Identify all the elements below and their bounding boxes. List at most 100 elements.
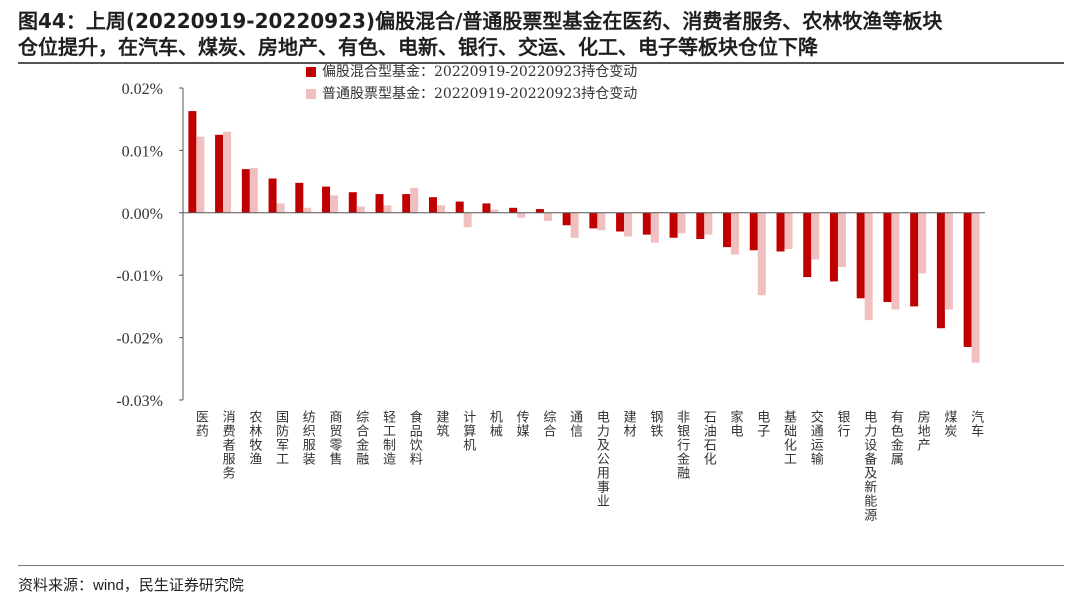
bar-stock-fund-10 bbox=[436, 205, 445, 213]
bar-stock-fund-14 bbox=[543, 212, 552, 221]
top-divider bbox=[18, 62, 1064, 64]
category-label: 房地产 bbox=[915, 409, 931, 452]
y-tick-label: -0.01% bbox=[116, 268, 163, 285]
category-label: 农林牧渔 bbox=[246, 410, 261, 466]
bar-mixed-fund-12 bbox=[482, 203, 491, 213]
bar-stock-fund-20 bbox=[704, 212, 713, 235]
bar-mixed-fund-4 bbox=[268, 178, 277, 213]
category-label: 纺织服装 bbox=[300, 410, 316, 466]
bar-mixed-fund-21 bbox=[723, 212, 732, 248]
category-label: 计算机 bbox=[460, 410, 476, 452]
bar-stock-fund-18 bbox=[650, 212, 659, 243]
bar-mixed-fund-1 bbox=[188, 111, 197, 213]
bar-stock-fund-30 bbox=[971, 212, 980, 363]
category-label: 石油石化 bbox=[701, 410, 717, 466]
bar-mixed-fund-20 bbox=[696, 212, 705, 240]
bar-mixed-fund-19 bbox=[669, 212, 678, 238]
y-tick-label: -0.03% bbox=[116, 393, 163, 410]
category-label: 综合 bbox=[540, 410, 556, 438]
category-label: 银行 bbox=[834, 410, 850, 438]
bar-mixed-fund-18 bbox=[642, 212, 651, 235]
bar-mixed-fund-14 bbox=[535, 209, 544, 213]
bar-stock-fund-16 bbox=[597, 212, 606, 231]
title-line-1: 图44：上周(20220919-20220923)偏股混合/普通股票型基金在医药… bbox=[18, 9, 943, 33]
bar-stock-fund-24 bbox=[811, 212, 820, 260]
bar-stock-fund-1 bbox=[196, 136, 205, 213]
category-label: 商贸零售 bbox=[327, 410, 343, 466]
bar-stock-fund-5 bbox=[303, 207, 312, 213]
bar-mixed-fund-8 bbox=[375, 194, 384, 213]
category-label: 国防军工 bbox=[273, 410, 289, 466]
category-label: 医药 bbox=[193, 410, 209, 438]
bar-mixed-fund-11 bbox=[455, 201, 464, 213]
bar-stock-fund-21 bbox=[731, 212, 740, 255]
bar-mixed-fund-27 bbox=[883, 212, 892, 303]
bar-stock-fund-28 bbox=[918, 212, 927, 274]
y-tick-label: 0.01% bbox=[122, 143, 163, 160]
bar-mixed-fund-24 bbox=[803, 212, 812, 278]
category-label: 煤炭 bbox=[941, 410, 957, 438]
category-label: 机械 bbox=[487, 410, 503, 438]
bar-mixed-fund-30 bbox=[963, 212, 972, 347]
bar-mixed-fund-6 bbox=[322, 186, 331, 213]
bar-mixed-fund-22 bbox=[749, 212, 758, 251]
bar-mixed-fund-26 bbox=[856, 212, 865, 299]
bar-mixed-fund-17 bbox=[616, 212, 625, 232]
category-label: 有色金属 bbox=[888, 410, 904, 466]
bar-mixed-fund-13 bbox=[509, 207, 518, 213]
category-label: 电力及公用事业 bbox=[594, 410, 610, 508]
bar-stock-fund-6 bbox=[330, 195, 339, 213]
category-label: 交通运输 bbox=[808, 409, 824, 466]
bar-stock-fund-13 bbox=[517, 212, 526, 218]
category-label: 消费者服务 bbox=[220, 410, 236, 480]
title-line-2: 仓位提升，在汽车、煤炭、房地产、有色、电新、银行、交运、化工、电子等板块仓位下降 bbox=[18, 35, 818, 59]
bar-mixed-fund-29 bbox=[936, 212, 945, 329]
bar-mixed-fund-15 bbox=[562, 212, 571, 226]
legend-label-1: 偏股混合型基金：20220919-20220923持仓变动 bbox=[322, 63, 637, 80]
bar-stock-fund-23 bbox=[784, 212, 793, 249]
legend-label-2: 普通股票型基金：20220919-20220923持仓变动 bbox=[322, 85, 637, 102]
bar-stock-fund-27 bbox=[891, 212, 900, 310]
bar-mixed-fund-10 bbox=[428, 197, 437, 213]
category-label: 家电 bbox=[728, 409, 744, 438]
category-label: 电子 bbox=[754, 410, 770, 438]
category-label: 建材 bbox=[621, 410, 637, 438]
category-label: 电力设备及新能源 bbox=[861, 410, 877, 522]
bar-mixed-fund-3 bbox=[241, 169, 250, 213]
bar-stock-fund-12 bbox=[490, 209, 499, 213]
category-label: 钢铁 bbox=[647, 410, 663, 438]
legend-swatch-1 bbox=[306, 67, 316, 77]
category-label: 基础化工 bbox=[781, 410, 797, 466]
bar-mixed-fund-28 bbox=[910, 212, 919, 307]
bar-stock-fund-26 bbox=[864, 212, 873, 321]
bar-stock-fund-25 bbox=[837, 212, 846, 268]
bar-stock-fund-29 bbox=[944, 212, 953, 310]
category-label: 非银行金融 bbox=[674, 410, 690, 480]
bar-stock-fund-4 bbox=[276, 203, 285, 213]
source-note: 资料来源：wind，民生证券研究院 bbox=[18, 577, 244, 594]
bar-stock-fund-3 bbox=[249, 167, 258, 213]
bar-stock-fund-9 bbox=[410, 187, 419, 213]
legend-swatch-2 bbox=[306, 89, 316, 99]
y-tick-label: 0.00% bbox=[122, 206, 163, 223]
y-tick-label: 0.02% bbox=[122, 81, 163, 98]
bar-stock-fund-22 bbox=[757, 212, 766, 296]
category-label: 通信 bbox=[567, 410, 583, 438]
bar-mixed-fund-25 bbox=[829, 212, 838, 282]
category-label: 传媒 bbox=[514, 410, 530, 438]
category-label: 汽车 bbox=[968, 410, 984, 438]
bar-mixed-fund-23 bbox=[776, 212, 785, 252]
bar-stock-fund-11 bbox=[463, 212, 472, 228]
bar-mixed-fund-7 bbox=[348, 192, 357, 213]
category-label: 轻工制造 bbox=[380, 410, 396, 466]
bar-stock-fund-2 bbox=[223, 131, 232, 213]
bar-mixed-fund-16 bbox=[589, 212, 598, 229]
bottom-divider bbox=[18, 565, 1064, 566]
category-label: 建筑 bbox=[433, 410, 449, 438]
category-label: 综合金融 bbox=[353, 410, 369, 466]
chart-title: 图44：上周(20220919-20220923)偏股混合/普通股票型基金在医药… bbox=[18, 8, 1068, 60]
bar-stock-fund-15 bbox=[570, 212, 579, 238]
y-tick-label: -0.02% bbox=[116, 331, 163, 348]
bar-mixed-fund-5 bbox=[295, 182, 304, 213]
